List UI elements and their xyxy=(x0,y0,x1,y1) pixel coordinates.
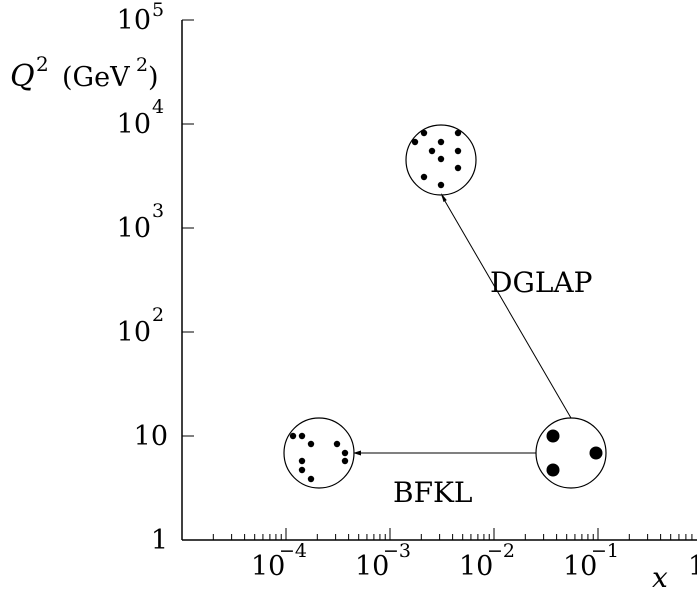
parton-small xyxy=(341,457,349,465)
y-axis-title-q: Q xyxy=(10,59,35,94)
parton-small xyxy=(411,138,419,146)
y-axis-title-unit-sup: 2 xyxy=(136,54,148,76)
y-tick-exp-4: 4 xyxy=(152,96,164,118)
parton-large xyxy=(589,446,603,460)
parton-small xyxy=(341,449,349,457)
parton-small xyxy=(437,181,445,189)
x-tick-label-1e-4: 10 xyxy=(251,551,285,582)
x-tick-label-1: 1 xyxy=(688,551,697,582)
region-start xyxy=(535,417,607,489)
x-tick-exp-1e-4: −4 xyxy=(279,540,307,562)
bfkl-label: BFKL xyxy=(393,476,473,509)
x-tick-labels: 10 −4 10 −3 10 −2 10 −1 1 xyxy=(251,540,697,582)
parton-small xyxy=(333,440,341,448)
y-tick-label-10000: 10 xyxy=(117,109,151,140)
y-tick-label-100000: 10 xyxy=(117,5,151,36)
y-tick-exp-3: 3 xyxy=(152,200,164,222)
arrow-dglap-head xyxy=(441,193,447,202)
parton-small xyxy=(298,457,306,465)
parton-large xyxy=(546,429,560,443)
arrow-bfkl-head xyxy=(353,450,361,456)
dglap-label: DGLAP xyxy=(490,266,592,299)
arrow-dglap xyxy=(441,193,572,419)
x-tick-label-1e-3: 10 xyxy=(355,551,389,582)
parton-small xyxy=(454,129,462,137)
parton-small xyxy=(307,475,315,483)
parton-small xyxy=(289,432,297,440)
parton-small xyxy=(298,466,306,474)
parton-small xyxy=(420,173,428,181)
y-tick-labels: 1 10 10 2 10 3 10 4 10 5 xyxy=(117,0,168,556)
x-tick-exp-1e-1: −1 xyxy=(591,540,619,562)
y-tick-label-10: 10 xyxy=(134,421,168,452)
parton-small xyxy=(437,155,445,163)
parton-small xyxy=(298,432,306,440)
y-tick-marks xyxy=(182,19,194,541)
region-bfkl-end xyxy=(283,417,355,489)
y-axis-title-q-sup: 2 xyxy=(36,52,49,76)
x-tick-exp-1e-3: −3 xyxy=(383,540,411,562)
y-axis-title-unit: (GeV xyxy=(62,62,130,93)
arrow-dglap-line xyxy=(441,195,572,419)
y-tick-exp-5: 5 xyxy=(152,0,164,21)
parton-small xyxy=(428,147,436,155)
y-axis-title-unit-close: ) xyxy=(148,62,159,93)
x-tick-exp-1e-2: −2 xyxy=(487,540,515,562)
x-tick-label-1e-1: 10 xyxy=(563,551,597,582)
y-tick-label-1: 1 xyxy=(151,525,168,556)
parton-small xyxy=(307,440,315,448)
parton-small xyxy=(454,164,462,172)
region-dglap-end xyxy=(405,124,477,196)
parton-large xyxy=(546,463,560,477)
y-tick-exp-2: 2 xyxy=(152,304,164,326)
arrow-bfkl xyxy=(353,450,536,456)
x-axis-title: x xyxy=(652,561,668,593)
y-tick-label-100: 10 xyxy=(117,317,151,348)
y-axis-title: Q 2 (GeV 2 ) xyxy=(10,52,159,94)
x-tick-label-1e-2: 10 xyxy=(459,551,493,582)
axes xyxy=(181,19,697,541)
parton-small xyxy=(420,129,428,137)
x-tick-marks xyxy=(181,528,693,540)
y-tick-label-1000: 10 xyxy=(117,213,151,244)
parton-small xyxy=(454,147,462,155)
region-dglap-circle xyxy=(405,124,477,196)
parton-small xyxy=(437,138,445,146)
